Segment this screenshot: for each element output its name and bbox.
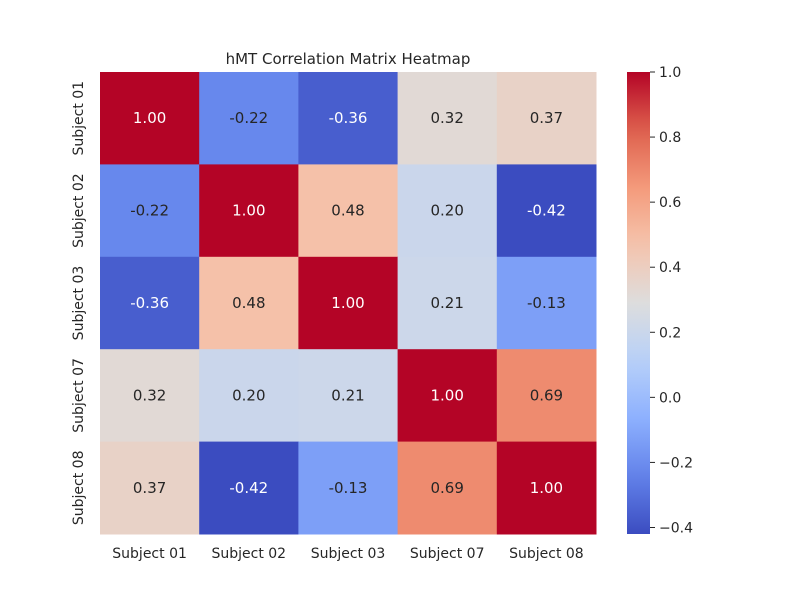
x-tick-label: Subject 01 [112, 546, 187, 562]
heatmap-cell [397, 441, 498, 535]
cell-value-label: 0.37 [133, 479, 166, 497]
x-tick-label: Subject 08 [509, 546, 584, 562]
cell-value-label: -0.13 [329, 479, 368, 497]
cell-value-label: -0.42 [229, 479, 268, 497]
colorbar-tick-label: −0.2 [659, 455, 693, 471]
x-axis-ticks: Subject 01 Subject 02 Subject 03 Subject 07… [112, 546, 583, 562]
cell-value-label: -0.36 [130, 294, 169, 312]
y-tick-label: Subject 03 [71, 266, 87, 341]
heatmap-cell [397, 164, 498, 258]
heatmap-cell [496, 164, 597, 258]
cell-value-label: 0.21 [430, 294, 463, 312]
colorbar-tick-label: 1.0 [659, 65, 681, 81]
x-tick-label: Subject 03 [311, 546, 386, 562]
cell-value-label: 0.32 [133, 386, 166, 404]
cell-value-label: 0.48 [232, 294, 265, 312]
heatmap-cell [100, 441, 200, 535]
cell-value-label: 0.21 [331, 386, 364, 404]
heatmap-cell [298, 256, 399, 350]
heatmap-cell [100, 164, 200, 258]
heatmap-cell [298, 349, 399, 443]
heatmap-cells: 1.00 -0.22 -0.36 0.32 0.37 -0.22 1.00 0.48 0.20 -… [100, 72, 597, 535]
heatmap-cell [397, 72, 498, 165]
cell-value-label: -0.13 [527, 294, 566, 312]
cell-value-label: -0.42 [527, 202, 566, 220]
colorbar-tick-label: 0.2 [659, 325, 681, 341]
heatmap-cell [298, 441, 399, 535]
heatmap-cell [100, 349, 200, 443]
cell-value-label: 0.32 [430, 109, 463, 127]
cell-value-label: 1.00 [133, 109, 166, 127]
heatmap-cell [496, 72, 597, 165]
heatmap-cell [100, 72, 200, 165]
y-axis-ticks: Subject 01 Subject 02 Subject 03 Subject 07… [71, 81, 87, 525]
cell-value-label: 1.00 [232, 202, 265, 220]
cell-value-label: 0.20 [430, 202, 463, 220]
colorbar-tick-label: 0.4 [659, 260, 681, 276]
colorbar-tick-label: 0.8 [659, 130, 681, 146]
heatmap-cell [397, 256, 498, 350]
y-tick-label: Subject 07 [71, 358, 87, 433]
cell-value-label: 0.48 [331, 202, 364, 220]
y-tick-label: Subject 02 [71, 173, 87, 248]
cell-value-label: 1.00 [331, 294, 364, 312]
heatmap-cell [199, 164, 299, 258]
y-tick-label: Subject 08 [71, 450, 87, 525]
cell-value-label: 1.00 [530, 479, 563, 497]
heatmap-cell [298, 164, 399, 258]
cell-value-label: 0.20 [232, 386, 265, 404]
cell-value-label: 0.37 [530, 109, 563, 127]
cell-value-label: 1.00 [430, 386, 463, 404]
heatmap-cell [496, 441, 597, 535]
heatmap-cell [199, 349, 299, 443]
chart-title: hMT Correlation Matrix Heatmap [226, 50, 471, 68]
colorbar: 1.0 0.8 0.6 0.4 0.2 0.0 −0.2 −0.4 [627, 65, 693, 536]
x-tick-label: Subject 07 [410, 546, 485, 562]
colorbar-tick-label: 0.6 [659, 195, 681, 211]
cell-value-label: -0.22 [229, 109, 268, 127]
heatmap-cell [199, 441, 299, 535]
cell-value-label: 0.69 [430, 479, 463, 497]
y-tick-label: Subject 01 [71, 81, 87, 156]
cell-value-label: -0.22 [130, 202, 169, 220]
x-tick-label: Subject 02 [211, 546, 286, 562]
heatmap-cell [397, 349, 498, 443]
heatmap-cell [496, 256, 597, 350]
heatmap-cell [496, 349, 597, 443]
colorbar-gradient [627, 72, 650, 534]
heatmap-cell [100, 256, 200, 350]
heatmap-cell [298, 72, 399, 165]
cell-value-label: 0.69 [530, 386, 563, 404]
cell-value-label: -0.36 [329, 109, 368, 127]
colorbar-tick-label: −0.4 [659, 520, 693, 536]
heatmap-cell [199, 256, 299, 350]
colorbar-tick-label: 0.0 [659, 390, 681, 406]
heatmap-cell [199, 72, 299, 165]
